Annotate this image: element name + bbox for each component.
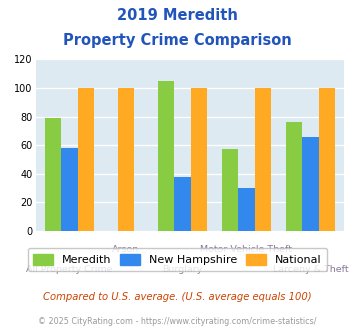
Text: Arson: Arson <box>112 245 140 254</box>
Text: Property Crime Comparison: Property Crime Comparison <box>63 33 292 48</box>
Bar <box>44 118 61 231</box>
Bar <box>255 88 271 231</box>
Bar <box>191 88 207 231</box>
Bar <box>319 88 335 231</box>
Text: © 2025 CityRating.com - https://www.cityrating.com/crime-statistics/: © 2025 CityRating.com - https://www.city… <box>38 317 317 326</box>
Bar <box>285 122 302 231</box>
Text: Compared to U.S. average. (U.S. average equals 100): Compared to U.S. average. (U.S. average … <box>43 292 312 302</box>
Legend: Meredith, New Hampshire, National: Meredith, New Hampshire, National <box>28 248 327 271</box>
Bar <box>61 148 78 231</box>
Bar <box>158 81 174 231</box>
Bar <box>238 188 255 231</box>
Bar <box>78 88 94 231</box>
Bar <box>302 137 319 231</box>
Bar <box>222 149 238 231</box>
Text: 2019 Meredith: 2019 Meredith <box>117 8 238 23</box>
Text: All Property Crime: All Property Crime <box>26 265 113 274</box>
Text: Larceny & Theft: Larceny & Theft <box>273 265 348 274</box>
Bar <box>174 177 191 231</box>
Bar <box>118 88 134 231</box>
Text: Motor Vehicle Theft: Motor Vehicle Theft <box>201 245 293 254</box>
Text: Burglary: Burglary <box>162 265 203 274</box>
